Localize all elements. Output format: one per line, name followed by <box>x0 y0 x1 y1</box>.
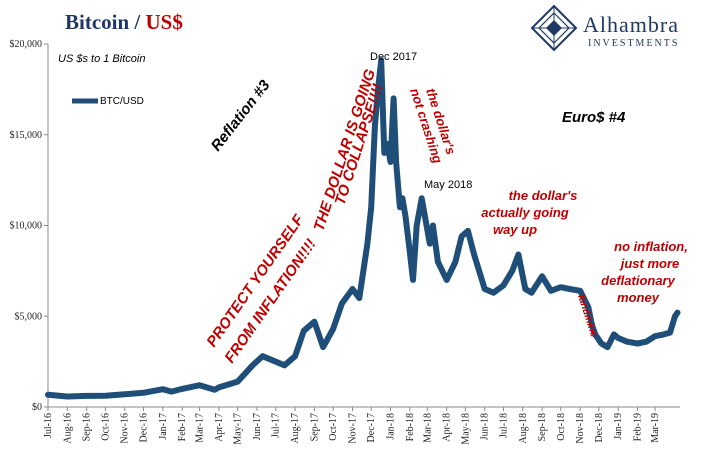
x-tick-label: Mar-17 <box>195 413 206 443</box>
annotation-no-inflation-1: no inflation, <box>614 239 688 254</box>
x-tick-label: Oct-16 <box>100 413 111 441</box>
x-tick-label: Oct-18 <box>556 413 567 441</box>
x-tick-label: Mar-19 <box>650 413 661 443</box>
x-tick-label: Jun-18 <box>480 413 491 440</box>
x-tick-label: Nov-16 <box>120 413 131 444</box>
diamond-logo-icon <box>530 4 578 52</box>
annotation-landmine: landmine <box>575 294 599 340</box>
x-tick-label: Nov-18 <box>575 413 586 444</box>
x-tick-label: Dec-18 <box>594 413 605 442</box>
x-tick-label: May-18 <box>460 413 471 445</box>
annotation-going-up-2: actually going <box>481 205 568 220</box>
x-tick-label: Mar-18 <box>422 413 433 443</box>
annotation-going-up-1: the dollar's <box>509 188 578 203</box>
x-tick-label: Jan-17 <box>158 413 169 440</box>
x-axis-ticks: Jul-16 Aug-16 Sep-16 Oct-16 Nov-16 Dec-16 Jan-… <box>43 407 661 445</box>
legend: BTC/USD <box>72 96 144 107</box>
x-tick-label: Jul-16 <box>43 413 54 438</box>
y-tick-label: $10,000 <box>10 221 43 232</box>
x-tick-label: Jan-19 <box>613 413 624 440</box>
x-tick-label: Jul-17 <box>271 413 282 438</box>
x-tick-label: Jan-18 <box>386 413 397 440</box>
x-tick-label: Aug-18 <box>518 413 529 444</box>
x-tick-label: Feb-17 <box>177 413 188 441</box>
series-line-btc-usd <box>45 57 681 400</box>
chart-subtitle: US $s to 1 Bitcoin <box>58 53 145 65</box>
x-tick-label: Oct-17 <box>328 413 339 441</box>
annotation-dec-2017: Dec 2017 <box>370 51 417 63</box>
x-tick-label: Aug-17 <box>290 413 301 444</box>
x-tick-label: May-17 <box>233 413 244 445</box>
logo-name: Alhambra <box>583 12 679 37</box>
series-layer <box>45 57 681 400</box>
x-tick-label: Nov-17 <box>347 413 358 444</box>
x-tick-label: Apr-17 <box>214 413 225 442</box>
y-axis-ticks: $0 $5,000 $10,000 $15,000 $20,000 <box>10 39 48 413</box>
x-tick-label: Jun-17 <box>252 413 263 440</box>
y-tick-label: $5,000 <box>15 311 43 322</box>
y-tick-label: $0 <box>32 402 42 413</box>
x-tick-label: Feb-19 <box>633 413 644 441</box>
annotation-going-up-3: way up <box>493 222 537 237</box>
annotation-may-2018: May 2018 <box>424 179 472 191</box>
logo-subtitle: INVESTMENTS <box>588 38 679 49</box>
x-tick-label: Feb-18 <box>405 413 416 441</box>
annotation-no-inflation-4: money <box>617 290 660 305</box>
annotation-euro: Euro$ #4 <box>562 109 626 126</box>
x-tick-label: Apr-18 <box>442 413 453 442</box>
annotation-no-inflation-2: just more <box>619 256 680 271</box>
x-tick-label: Sep-18 <box>537 413 548 441</box>
y-tick-label: $15,000 <box>10 130 43 141</box>
x-tick-label: Dec-17 <box>366 413 377 442</box>
x-tick-label: Aug-16 <box>62 413 73 444</box>
annotations: Reflation #3 Euro$ #4 Dec 2017 May 2018 … <box>203 51 687 366</box>
x-tick-label: Sep-16 <box>82 413 93 441</box>
annotation-reflation: Reflation #3 <box>208 76 274 154</box>
title-part-2: US$ <box>146 10 183 34</box>
x-tick-label: Jul-18 <box>498 413 509 438</box>
legend-label: BTC/USD <box>100 96 144 107</box>
title-part-1: Bitcoin / <box>65 10 146 34</box>
x-tick-label: Dec-16 <box>138 413 149 442</box>
annotation-no-inflation-3: deflationary <box>601 273 675 288</box>
x-tick-label: Sep-17 <box>309 413 320 441</box>
alhambra-logo: Alhambra INVESTMENTS <box>530 4 679 52</box>
chart-title: Bitcoin / US$ <box>65 10 183 34</box>
y-tick-label: $20,000 <box>10 39 43 50</box>
